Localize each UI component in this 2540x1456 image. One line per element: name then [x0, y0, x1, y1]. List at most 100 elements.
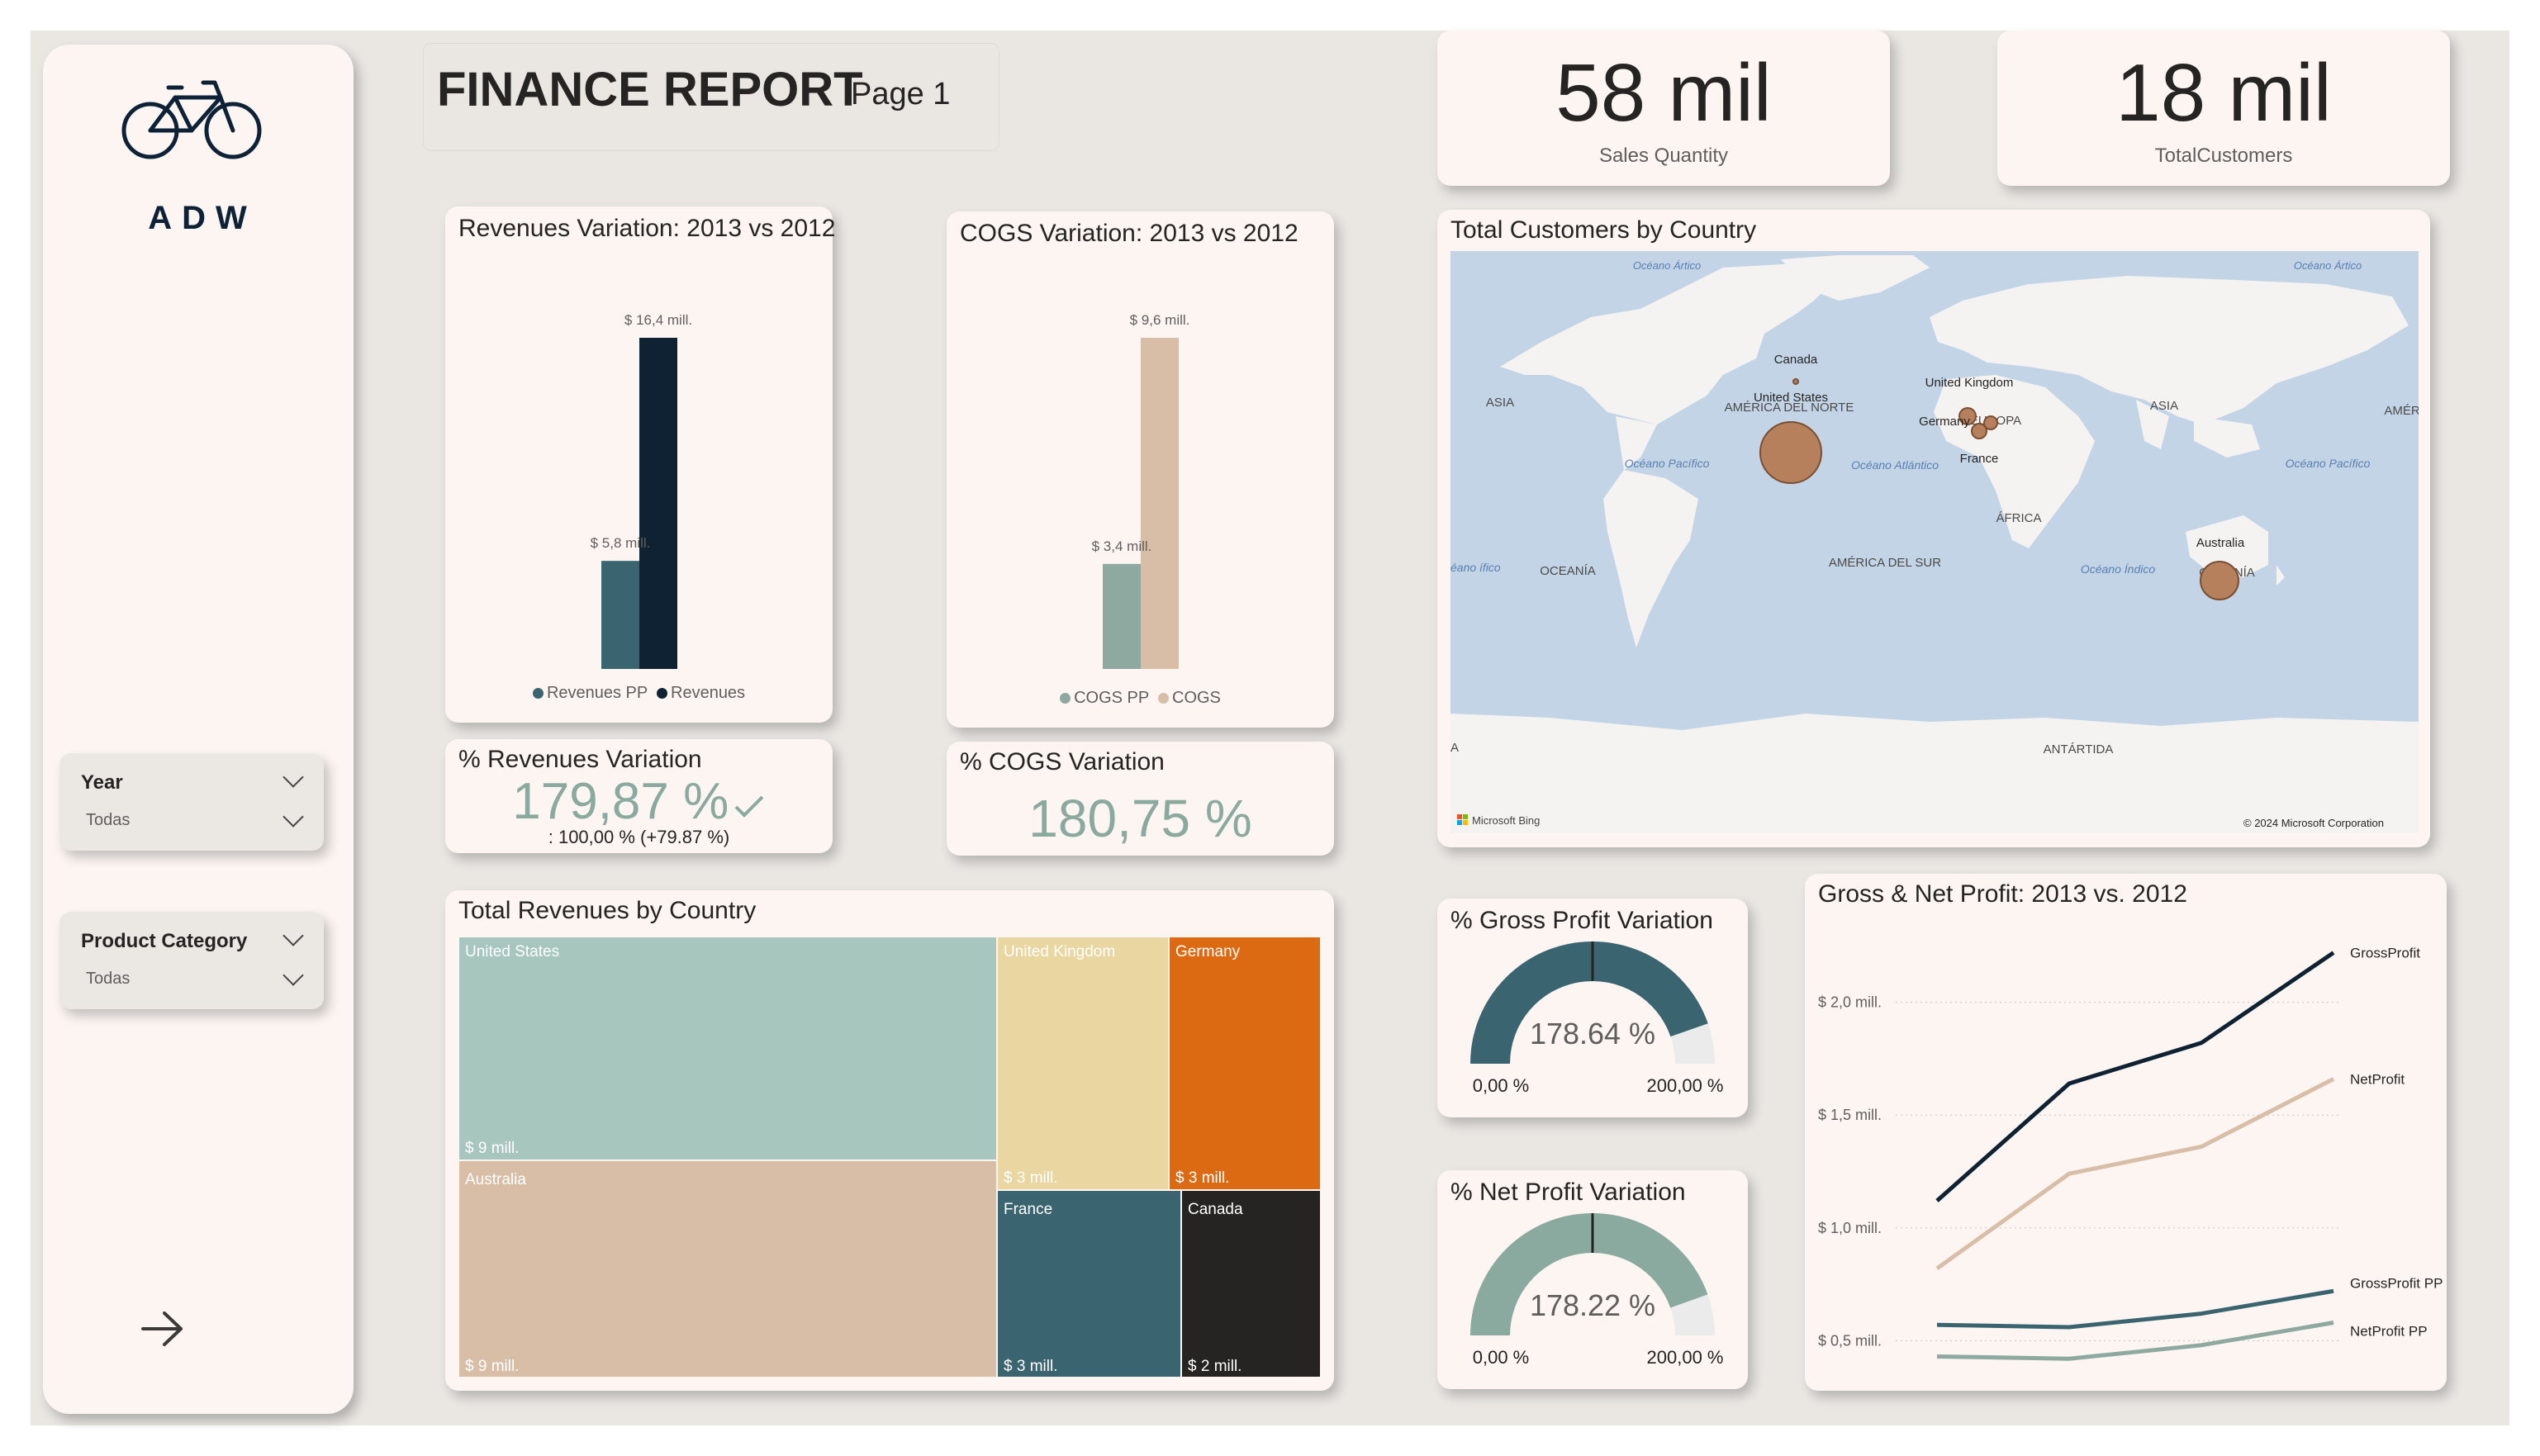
- bubble-united-states[interactable]: [1759, 421, 1822, 484]
- y-tick-label: $ 1,5 mill.: [1818, 1107, 1882, 1123]
- line-netprofit[interactable]: [1935, 1077, 2335, 1270]
- kpi-total-customers-caption: TotalCustomers: [2154, 145, 2293, 167]
- net-profit-gauge-min: 0,00 %: [1473, 1347, 1530, 1368]
- year-slicer-collapse-chevron-icon[interactable]: [282, 766, 304, 788]
- cogs-legend-label: COGS: [1172, 689, 1221, 707]
- product-category-dropdown-chevron-icon[interactable]: [282, 965, 304, 986]
- treemap-title: Total Revenues by Country: [458, 897, 757, 924]
- net-profit-gauge[interactable]: 178.22 % 0,00 % 200,00 %: [1437, 1212, 1748, 1389]
- net-profit-gauge-value: 178.22 %: [1530, 1288, 1655, 1322]
- product-category-slicer[interactable]: Product Category Todas: [59, 912, 324, 1009]
- map-label-antarctica: ANTÁRTIDA: [2044, 742, 2114, 756]
- revenues-pp-data-label: $ 5,8 mill.: [591, 535, 651, 551]
- report-title: FINANCE REPORT: [437, 63, 863, 116]
- pct-revenues-variation-value: 179,87 %: [512, 773, 729, 830]
- y-tick-label: $ 2,0 mill.: [1818, 994, 1882, 1011]
- revenues-variation-card[interactable]: Revenues Variation: 2013 vs 2012 $ 5,8 m…: [445, 206, 835, 723]
- net-profit-gauge-card[interactable]: % Net Profit Variation 178.22 % 0,00 % 2…: [1437, 1170, 1748, 1389]
- kpi-sales-quantity-caption: Sales Quantity: [1598, 145, 1729, 167]
- next-page-arrow-icon[interactable]: [138, 1308, 188, 1349]
- customers-map-card[interactable]: Total Customers by Country Océano Ártico…: [1437, 210, 2430, 847]
- kpi-total-customers[interactable]: 18 mil TotalCustomers: [1997, 31, 2450, 186]
- map-label-arctic-1: Océano Ártico: [1633, 259, 1701, 272]
- treemap-tile-united-states-name: United States: [465, 943, 559, 960]
- pct-revenues-variation-goal: : 100,00 % (+79.87 %): [548, 827, 730, 847]
- treemap-tile-germany[interactable]: [1168, 937, 1321, 1191]
- map-label-south-america: AMÉRICA DEL SUR: [1829, 556, 1941, 570]
- cogs-variation-legend: COGS PP COGS: [947, 689, 1334, 708]
- revenues-data-label: $ 16,4 mill.: [624, 312, 692, 328]
- world-map[interactable]: Océano Ártico Océano Ártico ASIA AMÉRICA…: [1450, 251, 2419, 833]
- product-category-slicer-label: Product Category: [81, 930, 248, 952]
- product-category-slicer-value[interactable]: Todas: [86, 970, 131, 988]
- kpi-sales-quantity[interactable]: 58 mil Sales Quantity: [1437, 31, 1890, 186]
- treemap-tile-canada-value: $ 2 mill.: [1188, 1358, 1242, 1375]
- map-label-asia-east: ASIA: [2150, 399, 2178, 413]
- brand-name: ADW: [148, 200, 257, 236]
- net-profit-gauge-max: 200,00 %: [1647, 1347, 1724, 1368]
- profit-line-chart-card[interactable]: Gross & Net Profit: 2013 vs. 2012 $ 0,5 …: [1805, 874, 2447, 1391]
- treemap-tile-germany-value: $ 3 mill.: [1175, 1169, 1229, 1187]
- line-grossprofit-pp[interactable]: [1936, 1288, 2334, 1330]
- bubble-australia[interactable]: [2200, 561, 2239, 600]
- revenues-treemap-card[interactable]: Total Revenues by Country United States …: [445, 890, 1334, 1391]
- map-country-united-kingdom: United Kingdom: [1925, 376, 2014, 390]
- treemap-tile-united-states-value: $ 9 mill.: [465, 1140, 519, 1157]
- revenues-legend-label: Revenues: [671, 684, 746, 702]
- treemap-tile-united-kingdom[interactable]: [996, 937, 1170, 1191]
- cogs-pp-legend-label: COGS PP: [1074, 689, 1149, 707]
- map-country-united-states: United States: [1754, 391, 1828, 405]
- treemap-tile-australia[interactable]: [458, 1160, 998, 1378]
- bubble-germany[interactable]: [1983, 415, 1998, 430]
- treemap-tile-canada[interactable]: [1180, 1189, 1321, 1378]
- line-netprofit-pp[interactable]: [1936, 1321, 2334, 1361]
- cogs-pp-bar[interactable]: [1103, 563, 1141, 669]
- cogs-pp-legend-marker-icon: [1060, 693, 1071, 704]
- treemap-tile-australia-name: Australia: [465, 1171, 526, 1188]
- bubble-united-kingdom[interactable]: [1958, 407, 1977, 425]
- y-tick-label: $ 1,0 mill.: [1818, 1220, 1882, 1236]
- sidebar: ADW Year Todas Product Category Todas: [43, 45, 354, 1414]
- map-label-africa: ÁFRICA: [1996, 511, 2041, 525]
- year-slicer-value[interactable]: Todas: [86, 811, 131, 829]
- gross-profit-gauge-max: 200,00 %: [1647, 1075, 1724, 1096]
- bing-logo: Microsoft Bing: [1457, 814, 1540, 827]
- pct-cogs-variation-value: 180,75 %: [1028, 789, 1252, 848]
- profit-line-chart[interactable]: $ 0,5 mill. $ 1,0 mill. $ 1,5 mill. $ 2,0 m…: [1805, 923, 2447, 1386]
- map-label-indian-ocean: Océano Índico: [2081, 562, 2155, 576]
- bubble-france[interactable]: [1971, 423, 1987, 439]
- map-country-australia: Australia: [2196, 536, 2245, 550]
- product-category-collapse-chevron-icon[interactable]: [282, 925, 304, 946]
- treemap-tile-france[interactable]: [996, 1189, 1182, 1378]
- y-tick-label: $ 0,5 mill.: [1818, 1332, 1882, 1349]
- gross-profit-gauge-fill[interactable]: [1470, 941, 1708, 1064]
- revenues-treemap[interactable]: United States $ 9 mill. Australia $ 9 mi…: [458, 937, 1321, 1378]
- treemap-tile-canada-name: Canada: [1188, 1201, 1243, 1218]
- treemap-tile-united-states[interactable]: [458, 937, 998, 1161]
- revenues-legend-marker-icon: [657, 688, 667, 700]
- pct-cogs-variation-card[interactable]: % COGS Variation 180,75 %: [947, 742, 1334, 856]
- map-label-pacific-edge: éano ífico: [1450, 561, 1501, 574]
- net-profit-gauge-fill[interactable]: [1470, 1213, 1708, 1335]
- cogs-bar[interactable]: [1141, 338, 1179, 669]
- year-slicer[interactable]: Year Todas: [59, 753, 324, 851]
- pct-revenues-variation-card[interactable]: % Revenues Variation 179,87 % : 100,00 %…: [445, 739, 833, 853]
- map-country-canada: Canada: [1774, 353, 1818, 367]
- bing-text: Microsoft Bing: [1472, 814, 1540, 827]
- bubble-canada[interactable]: [1792, 378, 1799, 385]
- revenues-bar[interactable]: [639, 338, 677, 669]
- cogs-variation-chart[interactable]: $ 3,4 mill. $ 9,6 mill. 2013: [947, 256, 1334, 669]
- revenues-variation-chart[interactable]: $ 5,8 mill. $ 16,4 mill. 2013: [445, 256, 833, 669]
- treemap-tile-france-name: France: [1004, 1201, 1052, 1218]
- map-land: [1450, 255, 2419, 833]
- pct-revenues-variation-value-row: 179,87 %: [445, 772, 833, 831]
- gross-profit-gauge[interactable]: 178.64 % 0,00 % 200,00 %: [1437, 940, 1748, 1117]
- map-label-oceania-west: OCEANÍA: [1540, 564, 1596, 578]
- revenues-pp-bar[interactable]: [601, 561, 639, 669]
- year-dropdown-chevron-icon[interactable]: [282, 806, 304, 828]
- cogs-data-label: $ 9,6 mill.: [1130, 312, 1190, 328]
- gross-profit-gauge-card[interactable]: % Gross Profit Variation 178.64 % 0,00 %…: [1437, 899, 1748, 1117]
- checkmark-icon: [734, 795, 764, 818]
- line-grossprofit[interactable]: [1935, 951, 2335, 1202]
- cogs-variation-card[interactable]: COGS Variation: 2013 vs 2012 $ 3,4 mill.…: [947, 211, 1334, 728]
